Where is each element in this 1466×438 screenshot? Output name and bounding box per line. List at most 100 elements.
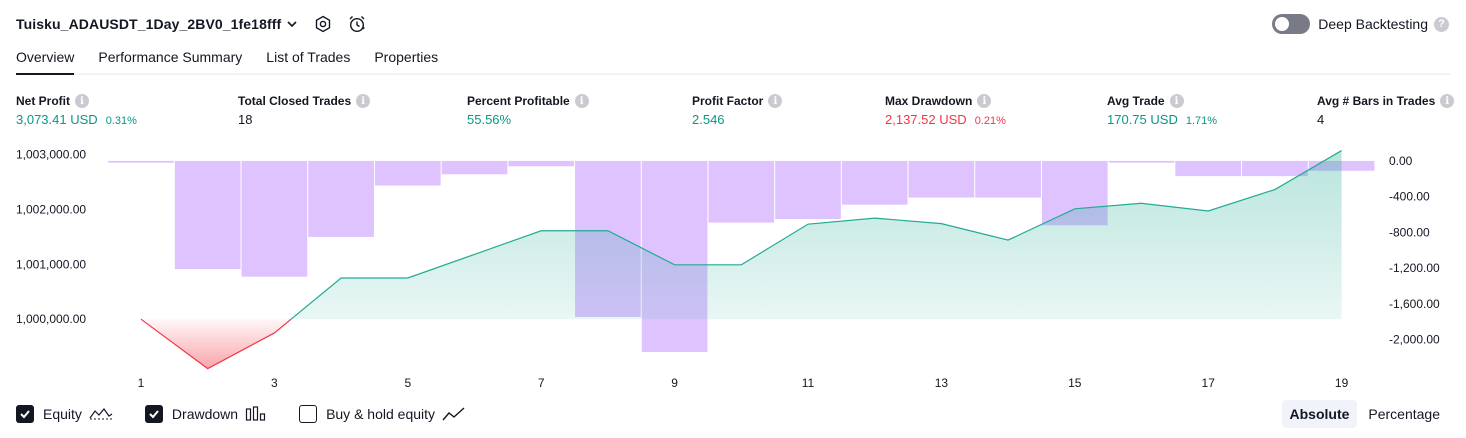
left-axis-tick-label: 1,003,000.00 bbox=[16, 147, 86, 161]
left-axis-tick-label: 1,000,000.00 bbox=[16, 312, 86, 326]
metric-unit: USD bbox=[939, 112, 967, 127]
info-icon[interactable]: i bbox=[1440, 94, 1455, 108]
tab-properties[interactable]: Properties bbox=[374, 49, 439, 65]
drawdown-bar bbox=[174, 160, 241, 270]
right-axis-tick-label: -400.00 bbox=[1389, 190, 1430, 204]
legend-drawdown[interactable]: Drawdown bbox=[144, 405, 267, 423]
metric-title: Net Profit bbox=[16, 94, 70, 108]
alarm-clock-icon[interactable] bbox=[347, 14, 367, 34]
drawdown-area-below-baseline bbox=[141, 319, 292, 369]
legend-equity[interactable]: Equity bbox=[16, 405, 113, 423]
drawdown-bar bbox=[975, 160, 1041, 198]
info-icon[interactable]: i bbox=[1169, 94, 1184, 108]
deep-backtesting-toggle[interactable] bbox=[1272, 14, 1311, 34]
right-axis-tick-label: 0.00 bbox=[1389, 154, 1413, 168]
drawdown-bar bbox=[1242, 160, 1308, 177]
metric-title: Max Drawdown bbox=[885, 94, 973, 108]
equity-line-icon bbox=[89, 406, 113, 422]
tab-list-of-trades[interactable]: List of Trades bbox=[266, 49, 351, 65]
metric-percent-profitable: Percent Profitable i 55.56% bbox=[467, 93, 589, 128]
x-axis-tick-label: 19 bbox=[1335, 376, 1349, 390]
buy-hold-line-icon bbox=[442, 406, 466, 422]
metric-value: 55.56% bbox=[467, 112, 512, 127]
metric-percent: 1.71% bbox=[1185, 115, 1218, 127]
tab-performance-summary[interactable]: Performance Summary bbox=[98, 49, 243, 65]
metric-value: 4 bbox=[1317, 112, 1325, 127]
metric-avg-trade: Avg Trade i 170.75 USD 1.71% bbox=[1107, 93, 1217, 128]
x-axis-tick-label: 13 bbox=[935, 376, 949, 390]
absolute-mode-button[interactable]: Absolute bbox=[1281, 400, 1358, 428]
left-axis-tick-label: 1,001,000.00 bbox=[16, 257, 86, 271]
drawdown-bar bbox=[775, 160, 841, 220]
metric-percent: 0.21% bbox=[974, 115, 1006, 127]
drawdown-bar bbox=[908, 160, 975, 198]
metric-title: Profit Factor bbox=[692, 94, 764, 108]
metric-value: 170.75 bbox=[1107, 112, 1147, 127]
x-axis-tick-label: 3 bbox=[271, 376, 278, 390]
info-icon[interactable]: i bbox=[768, 94, 783, 108]
x-axis-tick-label: 11 bbox=[802, 376, 815, 390]
strategy-header: Tuisku_ADAUSDT_1Day_2BV0_1fe18fff bbox=[16, 12, 367, 36]
metric-avg-bars-in-trades: Avg # Bars in Trades i 4 bbox=[1317, 93, 1455, 128]
metric-title: Total Closed Trades bbox=[238, 94, 352, 108]
deep-backtesting-label: Deep Backtesting bbox=[1318, 16, 1428, 32]
drawdown-bar bbox=[508, 160, 575, 167]
metric-value: 2.546 bbox=[692, 112, 725, 127]
right-axis-tick-label: -2,000.00 bbox=[1389, 333, 1440, 347]
metric-title: Percent Profitable bbox=[467, 94, 570, 108]
tab-overview[interactable]: Overview bbox=[16, 46, 75, 75]
legend-label: Drawdown bbox=[171, 406, 239, 422]
drawdown-checkbox[interactable] bbox=[144, 405, 163, 423]
metric-value: 3,073.41 bbox=[16, 112, 67, 127]
equity-checkbox[interactable] bbox=[16, 405, 34, 423]
info-icon[interactable]: i bbox=[75, 94, 89, 108]
right-axis-tick-label: -800.00 bbox=[1389, 225, 1430, 239]
metric-value: 18 bbox=[238, 112, 253, 127]
drawdown-bar bbox=[708, 160, 775, 223]
equity-drawdown-chart[interactable]: 1,003,000.00 1,002,000.00 1,001,000.00 1,00… bbox=[0, 140, 1466, 395]
metric-value: 2,137.52 bbox=[885, 112, 936, 127]
settings-icon[interactable] bbox=[313, 14, 333, 34]
legend-label: Buy & hold equity bbox=[326, 406, 436, 422]
report-tabs: Overview Performance Summary List of Tra… bbox=[16, 46, 1450, 75]
strategy-name-dropdown[interactable]: Tuisku_ADAUSDT_1Day_2BV0_1fe18fff bbox=[16, 16, 282, 32]
metric-title: Avg Trade bbox=[1107, 94, 1165, 108]
drawdown-bar bbox=[1175, 160, 1242, 177]
drawdown-bar bbox=[441, 160, 508, 175]
metric-title: Avg # Bars in Trades bbox=[1317, 94, 1436, 108]
info-icon[interactable]: i bbox=[574, 94, 589, 108]
drawdown-bar bbox=[108, 160, 174, 163]
equity-area-fill bbox=[291, 150, 1342, 320]
info-icon[interactable]: i bbox=[356, 94, 371, 108]
drawdown-bar bbox=[241, 160, 308, 277]
metric-unit: USD bbox=[1150, 112, 1178, 127]
metric-percent: 0.31% bbox=[105, 115, 137, 127]
drawdown-bar bbox=[841, 160, 908, 205]
x-axis-tick-label: 9 bbox=[671, 376, 678, 390]
x-axis-tick-label: 5 bbox=[404, 376, 411, 390]
left-axis-tick-label: 1,002,000.00 bbox=[16, 202, 86, 216]
display-mode-switch: Absolute Percentage bbox=[1281, 400, 1449, 428]
equity-line-below bbox=[140, 318, 292, 370]
x-axis-tick-label: 17 bbox=[1202, 376, 1216, 390]
drawdown-bar bbox=[374, 160, 441, 186]
equity-line bbox=[290, 150, 1342, 320]
x-axis-tick-label: 1 bbox=[138, 376, 145, 390]
chevron-down-icon[interactable] bbox=[285, 17, 299, 31]
drawdown-bars-icon bbox=[245, 406, 267, 422]
info-icon[interactable]: i bbox=[977, 94, 992, 108]
right-axis-tick-label: -1,600.00 bbox=[1389, 297, 1440, 311]
drawdown-bar bbox=[1108, 160, 1175, 163]
x-axis-tick-label: 7 bbox=[538, 376, 545, 390]
deep-backtesting-control: Deep Backtesting ? bbox=[1272, 12, 1449, 36]
chart-legend: Equity Drawdown Buy & hold equity bbox=[16, 403, 498, 425]
drawdown-bar bbox=[308, 160, 374, 237]
percentage-mode-button[interactable]: Percentage bbox=[1368, 406, 1440, 422]
right-axis-tick-label: -1,200.00 bbox=[1389, 261, 1440, 275]
legend-buy-hold-equity[interactable]: Buy & hold equity bbox=[299, 405, 466, 423]
metric-unit: USD bbox=[70, 112, 98, 127]
help-icon[interactable]: ? bbox=[1434, 16, 1449, 32]
metric-total-closed-trades: Total Closed Trades i 18 bbox=[238, 93, 371, 128]
buy-hold-checkbox[interactable] bbox=[299, 405, 318, 423]
x-axis-tick-label: 15 bbox=[1068, 376, 1082, 390]
